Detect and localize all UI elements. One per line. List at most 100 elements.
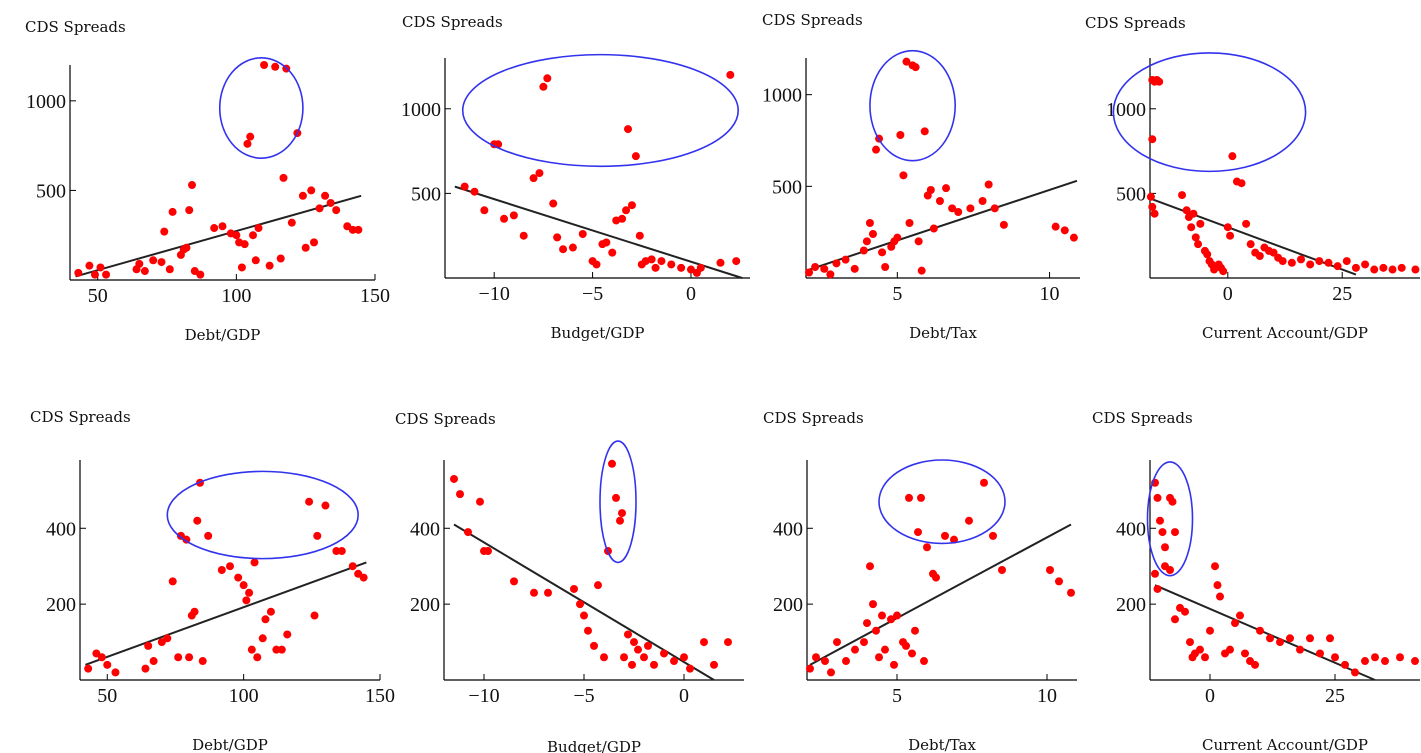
data-point [1411, 657, 1419, 666]
data-point [627, 201, 636, 210]
data-point [624, 125, 632, 134]
data-point [887, 615, 895, 624]
data-point [590, 641, 598, 650]
data-point [332, 206, 341, 215]
y-axis-label: CDS Spreads [763, 409, 864, 427]
y-tick-label: 500 [411, 183, 441, 205]
data-point [247, 645, 256, 654]
data-point [476, 497, 484, 506]
data-point [539, 82, 548, 91]
data-point [359, 573, 368, 582]
data-point [326, 198, 335, 207]
data-point [307, 186, 316, 195]
data-point [1146, 192, 1155, 201]
data-point [1411, 265, 1420, 274]
outlier-highlight-ellipse [1146, 461, 1194, 577]
data-point [301, 243, 310, 252]
data-point [1196, 219, 1205, 228]
data-point [644, 641, 652, 650]
data-point [160, 227, 169, 236]
data-point [865, 219, 874, 227]
data-point [941, 531, 949, 540]
data-point [1178, 191, 1187, 200]
data-point [97, 653, 106, 662]
outlier-highlight-ellipse [166, 470, 359, 560]
data-point [470, 187, 479, 196]
y-tick-label: 1000 [401, 99, 441, 121]
data-point [1370, 265, 1379, 274]
data-point [196, 270, 205, 279]
data-point [832, 259, 841, 268]
data-point [157, 258, 166, 267]
data-point [168, 207, 177, 216]
data-point [234, 573, 243, 582]
x-tick-label: 0 [679, 685, 689, 707]
data-point [841, 255, 850, 264]
outlier-highlight-ellipse [461, 53, 739, 168]
data-point [480, 206, 489, 215]
data-point [948, 204, 957, 213]
data-point [135, 259, 144, 268]
data-point [1316, 649, 1324, 658]
x-tick-label: 10 [1040, 283, 1060, 305]
data-point [999, 220, 1008, 229]
data-point [580, 611, 588, 620]
data-point [1226, 645, 1234, 654]
data-point [185, 206, 194, 215]
data-point [204, 531, 213, 540]
data-point [1341, 660, 1349, 669]
data-point [519, 231, 528, 240]
data-point [543, 74, 552, 83]
regression-line [805, 179, 1078, 272]
data-point [1306, 260, 1315, 269]
data-point [321, 191, 330, 200]
data-point [1161, 543, 1169, 552]
x-tick-label: −10 [468, 685, 499, 707]
data-point [1326, 634, 1334, 643]
data-point [978, 197, 987, 205]
data-point [724, 638, 732, 647]
data-point [276, 254, 285, 263]
data-point [851, 645, 859, 654]
data-point [942, 184, 951, 193]
data-point [1216, 592, 1224, 601]
data-point [1203, 250, 1212, 259]
data-point [869, 600, 877, 609]
data-point [85, 261, 94, 270]
data-point [174, 653, 183, 662]
x-tick-label: 50 [97, 685, 117, 707]
data-point [258, 634, 267, 643]
data-point [935, 197, 944, 205]
data-point [620, 653, 628, 662]
data-point [450, 474, 458, 483]
data-point [149, 256, 158, 265]
data-point [578, 230, 587, 238]
data-point [1333, 262, 1342, 271]
data-point [1351, 263, 1360, 272]
data-point [283, 630, 292, 639]
data-point [237, 263, 246, 272]
outlier-highlight-ellipse [599, 440, 637, 564]
data-point [1055, 577, 1063, 586]
data-point [833, 638, 841, 647]
data-point [811, 263, 820, 271]
data-point [354, 225, 363, 234]
data-point [1150, 209, 1159, 218]
y-axis-label: CDS Spreads [402, 13, 503, 31]
data-point [592, 260, 601, 269]
x-tick-label: 5 [892, 685, 902, 707]
data-point [1324, 258, 1333, 267]
y-tick-label: 400 [46, 518, 76, 540]
data-point [1206, 626, 1214, 635]
data-point [1306, 634, 1314, 643]
data-point [140, 267, 149, 276]
data-point [250, 558, 259, 567]
data-point [102, 270, 111, 279]
data-point [630, 638, 638, 647]
data-point [612, 493, 620, 502]
y-tick-label: 200 [1116, 594, 1146, 616]
data-point [559, 245, 568, 254]
data-point [920, 657, 928, 666]
data-point [618, 214, 627, 223]
data-point [570, 584, 578, 593]
